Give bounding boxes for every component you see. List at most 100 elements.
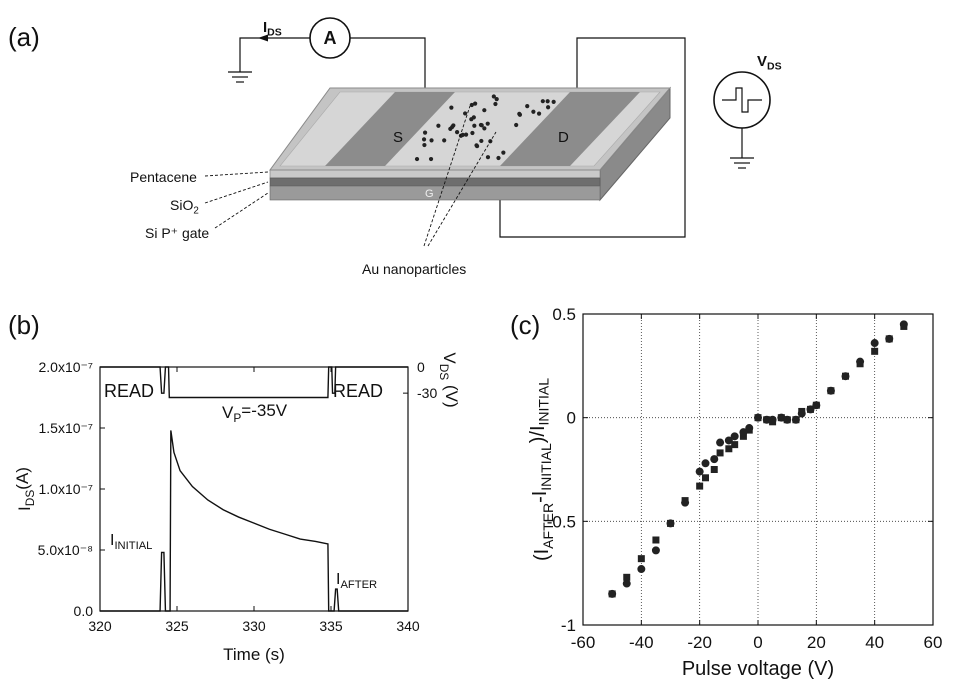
gate-layer (269, 185, 601, 201)
nanoparticle (536, 111, 542, 116)
nanoparticle (514, 122, 519, 128)
point (797, 409, 806, 418)
layer-label: SiO2 (170, 197, 199, 216)
data-line (100, 366, 408, 399)
x-tick-label: 320 (88, 618, 112, 634)
point (724, 436, 733, 445)
nanoparticle (449, 105, 454, 110)
y-tick-label: 0 (567, 409, 576, 428)
nanoparticle (442, 138, 447, 143)
nanoparticle (478, 122, 484, 128)
layer-label: Si P⁺ gate (145, 225, 209, 241)
y-axis-label: (IAFTER-IINITIAL)/IINITIAL (527, 378, 556, 561)
x-tick-label: -40 (629, 633, 654, 652)
chart: -60 -40 -20 0 20 40 60 -1 -0.5 0 0.5 Pulse voltage … (527, 305, 943, 680)
point (696, 482, 704, 490)
point (695, 467, 704, 476)
x-tick-label: 325 (165, 618, 189, 634)
nanoparticle (414, 156, 420, 162)
nanoparticle (482, 126, 487, 131)
point (754, 413, 762, 422)
x-tick-label: 330 (242, 618, 266, 634)
annotation: IAFTER (336, 571, 377, 591)
annotation-part: =-35V (241, 401, 287, 420)
point (637, 565, 646, 574)
point (666, 519, 675, 528)
nanoparticle (454, 130, 460, 135)
x-axis-label: Pulse voltage (V) (682, 658, 834, 680)
nanoparticle (545, 105, 551, 110)
x-tick-label: 60 (924, 633, 943, 652)
point (870, 339, 879, 348)
nanoparticle (501, 150, 506, 155)
layer-label-part: Pentacene (130, 169, 197, 185)
y2-axis-label-part: (V) (442, 380, 461, 407)
nanoparticle (422, 130, 428, 135)
nanoparticle (422, 142, 427, 148)
x-tick-label: 20 (807, 633, 826, 652)
layer-label: Pentacene (130, 169, 197, 185)
current-label: IDS (263, 19, 282, 39)
y-axis-label-part: INITIAL (536, 378, 552, 426)
nanoparticle (469, 102, 474, 108)
y-tick-label: 5.0x10⁻⁸ (38, 542, 93, 558)
nanoparticles (414, 94, 556, 162)
current-label-part: I (263, 19, 267, 36)
device-diagram (204, 17, 771, 247)
point (899, 320, 908, 329)
point (856, 357, 865, 366)
x-tick-label: 335 (319, 618, 343, 634)
y-tick-label: 1.0x10⁻⁷ (39, 481, 94, 497)
nanoparticle (429, 138, 434, 143)
point (783, 415, 792, 424)
nanoparticle (496, 155, 501, 161)
layer-label-part: 2 (193, 205, 198, 216)
point (622, 579, 631, 588)
voltage-label-part: V (757, 53, 767, 70)
y-axis-label: IDS(A) (13, 467, 37, 511)
oxide-layer (269, 177, 601, 187)
pentacene-layer (269, 169, 601, 179)
point (762, 415, 771, 424)
y-tick-label: 0.5 (552, 305, 576, 324)
nanoparticle (450, 124, 455, 130)
charts: 320 325 330 335 340 0.0 5.0x10⁻⁸ 1.0x10⁻⁷ 1.5x10… (13, 305, 942, 680)
point (745, 424, 754, 433)
x-tick-label: -20 (687, 633, 712, 652)
nanoparticle (463, 111, 468, 116)
x-axis-label: Time (s) (223, 645, 285, 664)
point (812, 401, 821, 410)
y-tick-label: 0.0 (74, 603, 94, 619)
point (871, 347, 879, 355)
point (701, 459, 710, 468)
point (826, 386, 835, 395)
point (841, 372, 850, 381)
y2-tick-label: -30 (417, 385, 437, 401)
nanoparticle (485, 155, 491, 160)
y-tick-label: -1 (561, 616, 576, 635)
x-tick-label: 340 (396, 618, 420, 634)
point (681, 498, 690, 507)
nanoparticle (491, 94, 496, 99)
y-axis-label-part: (A) (13, 467, 32, 490)
point (791, 415, 800, 424)
nanoparticle (473, 101, 478, 106)
point (623, 573, 631, 581)
pulse-symbol (722, 87, 762, 113)
current-label-part: DS (267, 27, 282, 39)
point (637, 555, 645, 563)
y-axis-label-part: INITIAL (538, 443, 554, 491)
x-tick-label: 40 (865, 633, 884, 652)
annotation-part: I (110, 532, 114, 549)
layer-label-part: Si P⁺ gate (145, 225, 209, 241)
point (608, 589, 617, 598)
x-tick-label: 0 (753, 633, 762, 652)
point (730, 432, 739, 441)
point (725, 445, 733, 453)
nanoparticle (551, 99, 556, 105)
panel-label: (a) (8, 22, 40, 52)
nanoparticle (494, 97, 499, 102)
y-axis-label-part: -I (529, 491, 551, 503)
chart: 320 325 330 335 340 0.0 5.0x10⁻⁸ 1.0x10⁻⁷ 1.5x10… (13, 352, 461, 664)
